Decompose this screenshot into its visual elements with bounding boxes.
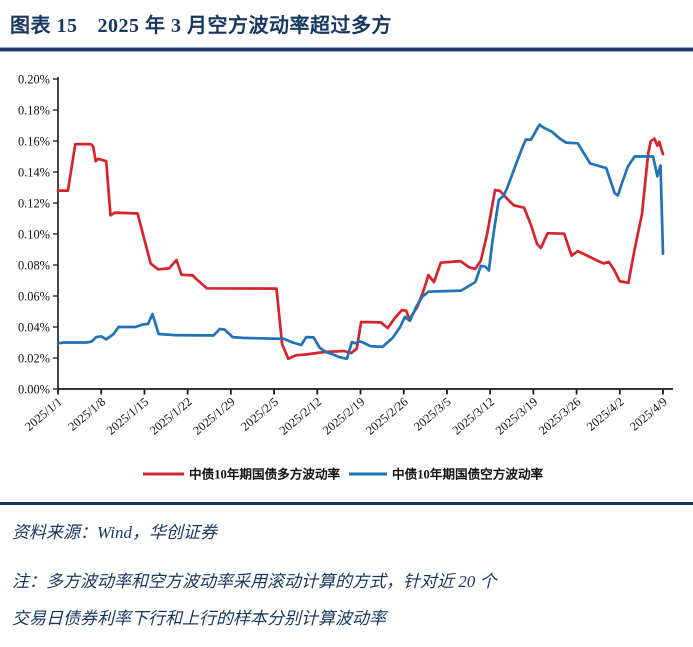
- x-tick-label: 2025/1/8: [65, 395, 108, 434]
- chart-area: 0.00% 0.02% 0.04% 0.06% 0.08% 0.10% 0.12% 0.14%…: [0, 52, 693, 502]
- x-tick-label: 2025/2/5: [238, 395, 281, 434]
- footer-divider: [0, 502, 693, 505]
- chart-caption: 图表 15 2025 年 3 月空方波动率超过多方: [0, 0, 693, 45]
- footnote: 注：多方波动率和空方波动率采用滚动计算的方式，针对近 20 个 交易日债券利率下…: [0, 543, 693, 638]
- series-line-short-blue: [56, 123, 665, 361]
- y-tick-label: 0.04%: [18, 320, 50, 334]
- x-tick-label: 2025/1/1: [22, 395, 65, 434]
- x-tick-label: 2025/2/19: [320, 395, 368, 438]
- x-tick-label: 2025/2/12: [277, 395, 325, 438]
- x-tick-label: 2025/1/22: [147, 395, 195, 438]
- chart-caption-title: 2025 年 3 月空方波动率超过多方: [97, 15, 392, 37]
- y-tick-label: 0.14%: [18, 165, 50, 179]
- x-tick-label: 2025/4/9: [627, 395, 670, 434]
- y-tick-label: 0.20%: [18, 72, 50, 86]
- source-text: 资料来源：Wind，华创证券: [12, 523, 217, 542]
- x-tick-label: 2025/3/19: [493, 395, 541, 438]
- y-tick-label: 0.10%: [18, 227, 50, 241]
- volatility-line-chart: 0.00% 0.02% 0.04% 0.06% 0.08% 0.10% 0.12% 0.14%…: [18, 72, 673, 482]
- y-tick-label: 0.08%: [18, 258, 50, 272]
- chart-caption-number: 图表 15: [10, 15, 78, 37]
- x-tick-label: 2025/1/15: [104, 395, 152, 438]
- x-tick-label: 2025/2/26: [363, 395, 411, 438]
- legend-label-long: 中债10年期国债多方波动率: [189, 467, 341, 482]
- y-tick-label: 0.18%: [18, 103, 50, 117]
- x-tick-label: 2025/3/12: [450, 395, 498, 438]
- y-tick-label: 0.06%: [18, 289, 50, 303]
- y-tick-label: 0.12%: [18, 196, 50, 210]
- y-tick-label: 0.02%: [18, 351, 50, 365]
- x-tick-label: 2025/3/26: [536, 395, 584, 438]
- x-tick-label: 2025/1/29: [190, 395, 238, 438]
- caption-divider: [0, 47, 693, 52]
- series-line-long-red: [56, 137, 665, 361]
- legend-label-short: 中债10年期国债空方波动率: [392, 467, 544, 482]
- y-tick-label: 0.16%: [18, 134, 50, 148]
- x-tick-label: 2025/4/2: [584, 395, 627, 434]
- x-tick-label: 2025/3/5: [411, 395, 454, 434]
- y-tick-label: 0.00%: [18, 382, 50, 396]
- footnote-line-2: 交易日债券利率下行和上行的样本分别计算波动率: [12, 609, 386, 629]
- footnote-line-1: 注：多方波动率和空方波动率采用滚动计算的方式，针对近 20 个: [12, 572, 497, 591]
